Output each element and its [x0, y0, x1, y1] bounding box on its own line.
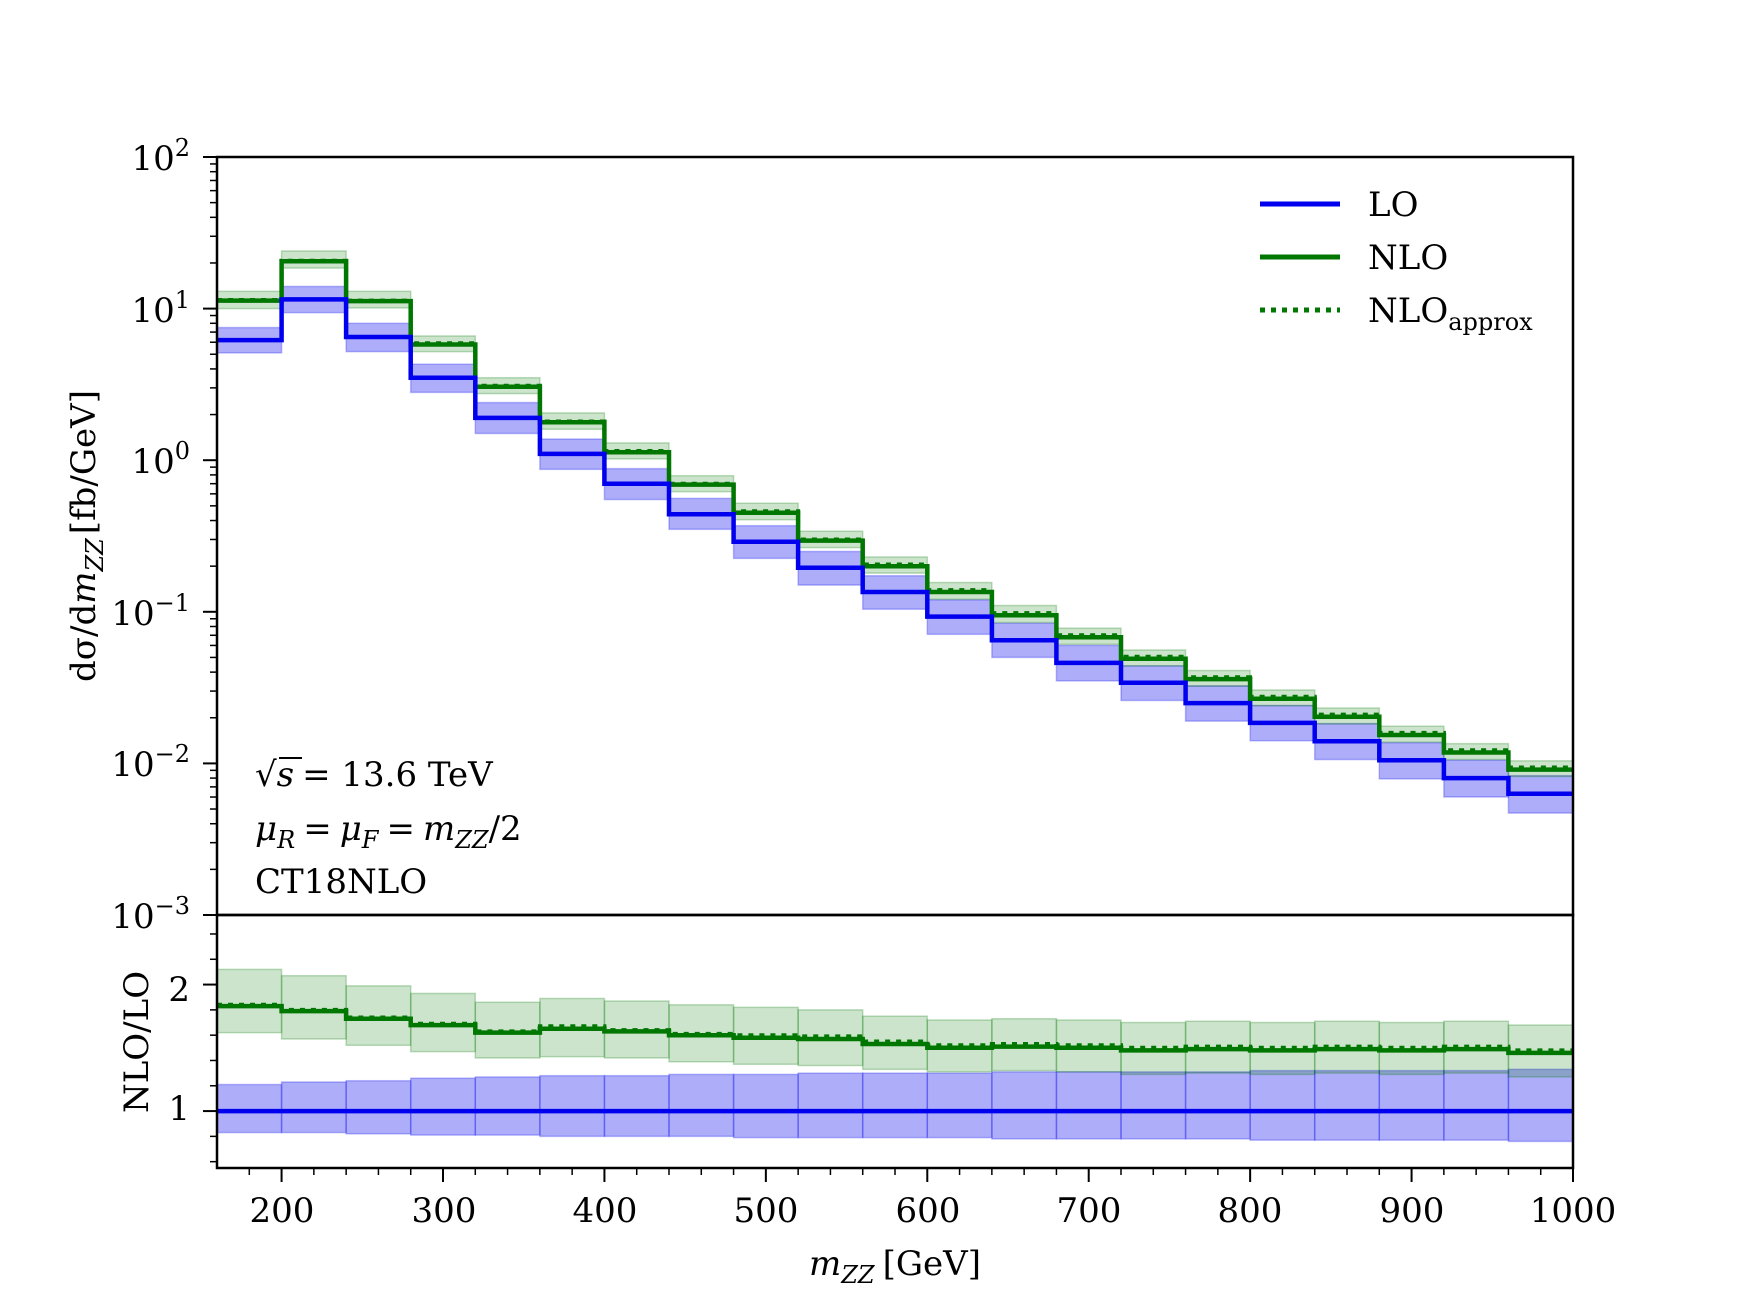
ytick-label-10: 101: [131, 286, 190, 331]
ytick-label-0.1: 10−1: [111, 589, 190, 634]
xtick-label-500: 500: [734, 1191, 799, 1231]
legend-label-nlo: NLO: [1368, 238, 1448, 278]
ratio-band-lo-bin-17: [1313, 1069, 1381, 1141]
ratio-band-lo-bin-8: [732, 1073, 799, 1139]
ratio-band-lo-bin-0: [217, 1083, 283, 1134]
ratio-band-nlo-bin-4: [474, 1001, 541, 1059]
xtick-label-900: 900: [1380, 1191, 1445, 1231]
ratio-band-lo-bin-4: [474, 1076, 541, 1136]
xtick-label-400: 400: [573, 1191, 638, 1231]
ratio-band-lo-bin-16: [1249, 1069, 1316, 1141]
annotation-energy: √s = 13.6 TeV: [255, 755, 494, 795]
ratio-series-lines: [217, 1002, 1573, 1114]
ratio-band-lo-bin-9: [797, 1072, 864, 1139]
xtick-label-300: 300: [412, 1191, 477, 1231]
ratio-band-nlo-bin-2: [345, 985, 412, 1047]
main-line-lo: [217, 297, 1573, 797]
x-axis-label: mZZ [GeV]: [809, 1244, 981, 1289]
ratio-band-lo-bin-15: [1184, 1071, 1251, 1140]
main-series-lines: [217, 258, 1573, 797]
annotations: √s = 13.6 TeV μR = μF = mZZ/2 CT18NLO: [255, 755, 522, 902]
xtick-label-800: 800: [1218, 1191, 1283, 1231]
y-axis-label-main: dσ/dmZZ[fb/GeV]: [64, 390, 109, 682]
ratio-band-nlo-bin-1: [280, 974, 347, 1040]
ratio-ytick-label-1: 1: [168, 1089, 190, 1129]
ratio-band-lo-bin-3: [409, 1077, 477, 1136]
ytick-label-0.001: 10−3: [111, 892, 190, 937]
xtick-labels: 200 300 400 500 600 700 800 900 1000: [250, 1191, 1617, 1231]
xtick-label-700: 700: [1057, 1191, 1122, 1231]
xtick-label-600: 600: [896, 1191, 961, 1231]
ratio-band-lo-bin-6: [603, 1074, 670, 1138]
ratio-band-lo-bin-13: [1055, 1071, 1122, 1140]
ratio-ytick-label-2: 2: [168, 970, 190, 1010]
legend-label-nlo-approx: NLOapprox: [1368, 291, 1533, 336]
annotation-pdf: CT18NLO: [255, 862, 427, 902]
ratio-band-lo-bin-20: [1507, 1068, 1573, 1143]
ratio-band-lo-bin-1: [280, 1081, 347, 1134]
ratio-band-nlo-bin-0: [217, 968, 283, 1034]
ratio-band-lo-bin-2: [345, 1079, 412, 1135]
ratio-band-lo-bin-18: [1378, 1069, 1445, 1141]
xtick-label-1000: 1000: [1530, 1191, 1617, 1231]
main-line-nlo: [217, 259, 1573, 772]
xtick-label-200: 200: [250, 1191, 315, 1231]
ratio-band-lo-bin-10: [861, 1072, 929, 1139]
legend: LO NLO NLOapprox: [1260, 185, 1533, 336]
ratio-line-nlo: [217, 1003, 1573, 1056]
annotation-scale: μR = μF = mZZ/2: [255, 809, 522, 854]
ratio-band-lo-bin-5: [539, 1074, 606, 1138]
ratio-uncertainty-bands: [217, 968, 1573, 1143]
legend-label-lo: LO: [1368, 185, 1418, 225]
ytick-label-0.01: 10−2: [111, 740, 190, 785]
ratio-band-lo-bin-11: [926, 1072, 993, 1139]
ratio-band-lo-bin-14: [1120, 1071, 1187, 1140]
ratio-band-lo-bin-12: [991, 1071, 1058, 1140]
ratio-band-lo-bin-7: [668, 1073, 735, 1138]
y-axis-label-ratio: NLO/LO: [117, 971, 157, 1113]
ratio-band-lo-bin-19: [1443, 1069, 1510, 1141]
ytick-label-100: 102: [131, 134, 190, 179]
main-ytick-labels: 102 101 100 10−1 10−2 10−3: [111, 134, 190, 937]
ytick-label-1: 100: [131, 437, 190, 482]
ratio-plot-frame: [215, 913, 1575, 1170]
